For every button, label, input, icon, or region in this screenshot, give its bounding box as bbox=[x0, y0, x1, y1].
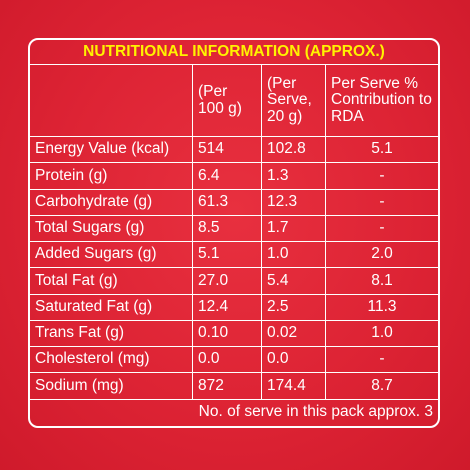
nutrient-name: Total Sugars (g) bbox=[30, 214, 193, 243]
table-row: Sodium (mg) 872 174.4 8.7 bbox=[30, 372, 438, 400]
rda-value: 8.7 bbox=[325, 372, 438, 400]
header-rda: Per Serve % Contribution to RDA bbox=[325, 64, 438, 137]
table-row: Total Sugars (g) 8.5 1.7 - bbox=[30, 214, 438, 243]
table-row: Saturated Fat (g) 12.4 2.5 11.3 bbox=[30, 293, 438, 321]
per-100g-value: 0.10 bbox=[192, 319, 262, 348]
per-serve-value: 12.3 bbox=[261, 188, 326, 216]
per-serve-value: 1.0 bbox=[261, 241, 326, 269]
nutrient-name: Energy Value (kcal) bbox=[30, 135, 193, 164]
rda-value: 1.0 bbox=[325, 319, 438, 348]
per-serve-value: 2.5 bbox=[261, 293, 326, 321]
per-100g-value: 872 bbox=[192, 372, 262, 400]
per-100g-value: 0.0 bbox=[192, 346, 262, 374]
per-serve-value: 1.3 bbox=[261, 162, 326, 190]
rda-value: - bbox=[325, 214, 438, 243]
rda-value: - bbox=[325, 346, 438, 374]
table-row: Energy Value (kcal) 514 102.8 5.1 bbox=[30, 135, 438, 164]
table-row: Trans Fat (g) 0.10 0.02 1.0 bbox=[30, 319, 438, 348]
serves-note: No. of serve in this pack approx. 3 bbox=[30, 398, 438, 426]
rda-value: - bbox=[325, 188, 438, 216]
table-row: Added Sugars (g) 5.1 1.0 2.0 bbox=[30, 241, 438, 269]
nutrition-panel: NUTRITIONAL INFORMATION (APPROX.) (Per 1… bbox=[28, 38, 440, 428]
rda-value: 8.1 bbox=[325, 267, 438, 295]
footer-row: No. of serve in this pack approx. 3 bbox=[30, 398, 438, 426]
nutrient-name: Total Fat (g) bbox=[30, 267, 193, 295]
header-row: (Per 100 g) (Per Serve, 20 g) Per Serve … bbox=[30, 64, 438, 137]
per-100g-value: 8.5 bbox=[192, 214, 262, 243]
rda-value: - bbox=[325, 162, 438, 190]
nutrient-name: Cholesterol (mg) bbox=[30, 346, 193, 374]
per-serve-value: 1.7 bbox=[261, 214, 326, 243]
per-serve-value: 174.4 bbox=[261, 372, 326, 400]
per-serve-value: 102.8 bbox=[261, 135, 326, 164]
per-serve-value: 0.0 bbox=[261, 346, 326, 374]
per-100g-value: 514 bbox=[192, 135, 262, 164]
nutrient-name: Saturated Fat (g) bbox=[30, 293, 193, 321]
nutrition-table: NUTRITIONAL INFORMATION (APPROX.) (Per 1… bbox=[30, 40, 438, 426]
per-100g-value: 61.3 bbox=[192, 188, 262, 216]
table-title: NUTRITIONAL INFORMATION (APPROX.) bbox=[30, 40, 438, 66]
rda-value: 2.0 bbox=[325, 241, 438, 269]
nutrient-name: Trans Fat (g) bbox=[30, 319, 193, 348]
nutrient-name: Carbohydrate (g) bbox=[30, 188, 193, 216]
rda-value: 11.3 bbox=[325, 293, 438, 321]
table-row: Cholesterol (mg) 0.0 0.0 - bbox=[30, 346, 438, 374]
per-100g-value: 6.4 bbox=[192, 162, 262, 190]
header-per-serve: (Per Serve, 20 g) bbox=[261, 64, 326, 137]
per-100g-value: 5.1 bbox=[192, 241, 262, 269]
table-row: Protein (g) 6.4 1.3 - bbox=[30, 162, 438, 190]
nutrient-name: Added Sugars (g) bbox=[30, 241, 193, 269]
header-nutrient bbox=[30, 64, 193, 137]
per-serve-value: 0.02 bbox=[261, 319, 326, 348]
nutrient-name: Protein (g) bbox=[30, 162, 193, 190]
table-row: Total Fat (g) 27.0 5.4 8.1 bbox=[30, 267, 438, 295]
per-100g-value: 12.4 bbox=[192, 293, 262, 321]
table-row: Carbohydrate (g) 61.3 12.3 - bbox=[30, 188, 438, 216]
per-serve-value: 5.4 bbox=[261, 267, 326, 295]
rda-value: 5.1 bbox=[325, 135, 438, 164]
nutrient-name: Sodium (mg) bbox=[30, 372, 193, 400]
per-100g-value: 27.0 bbox=[192, 267, 262, 295]
header-per-100g: (Per 100 g) bbox=[192, 64, 262, 137]
